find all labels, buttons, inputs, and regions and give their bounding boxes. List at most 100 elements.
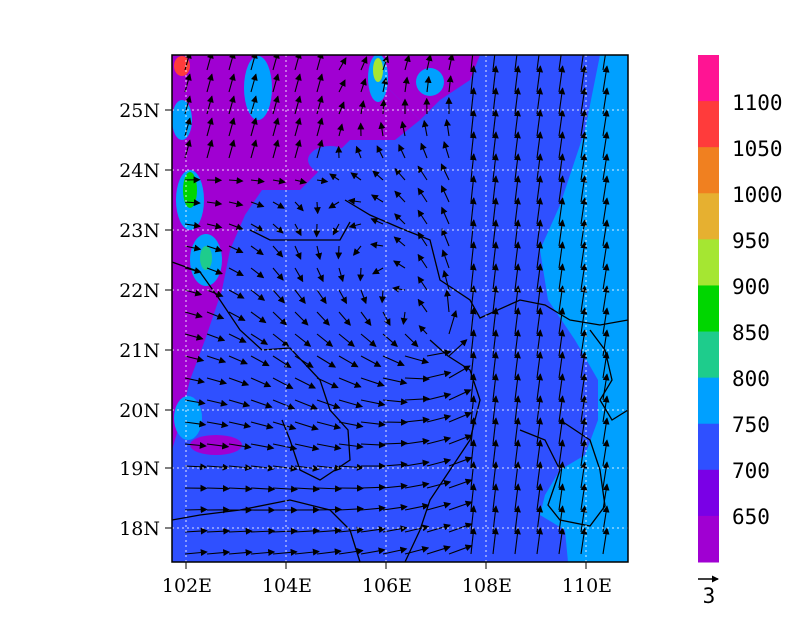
wind-vector (417, 209, 428, 225)
wind-vector (418, 325, 428, 335)
colorbar-swatch (698, 515, 719, 563)
wind-vector (228, 73, 236, 93)
wind-vector (206, 222, 223, 230)
wind-vector (206, 199, 223, 207)
wind-vector (347, 197, 362, 205)
wind-vector (228, 421, 252, 429)
wind-vector (360, 355, 382, 367)
colorbar-label: 1100 (732, 91, 783, 115)
wind-vector (382, 55, 390, 71)
wind-vector (360, 377, 385, 388)
wind-vector (250, 333, 269, 345)
wind-vector (338, 377, 362, 388)
wind-vector (402, 76, 410, 93)
colorbar-swatch (698, 423, 719, 471)
wind-vector (393, 260, 406, 269)
wind-vector (448, 310, 458, 335)
wind-vector (425, 55, 433, 71)
wind-vector (294, 464, 320, 472)
wind-vector (382, 311, 391, 326)
colorbar: 1100 1050 1000 950 900 850 800 750 700 6… (698, 55, 783, 563)
wind-vector (352, 245, 362, 256)
wind-vector (404, 375, 430, 383)
wind-vector (602, 527, 610, 555)
wind-vector (426, 392, 452, 401)
wind-vector (338, 442, 364, 450)
wind-vector (206, 139, 214, 159)
wind-vector (228, 527, 253, 535)
wind-vector (206, 399, 228, 407)
wind-vector (338, 505, 364, 513)
wind-vector (316, 311, 330, 326)
wind-vector (360, 504, 386, 512)
wind-vector (272, 139, 280, 159)
wind-vector (335, 245, 343, 260)
vector-reference-key: 3 (698, 575, 719, 608)
lat-tick-label: 25N (119, 100, 160, 122)
wind-vector (403, 55, 411, 71)
wind-vector (250, 485, 276, 493)
wind-vector (443, 289, 451, 313)
wind-vector (360, 311, 372, 327)
wind-vector (316, 267, 324, 283)
wind-vector (316, 377, 339, 389)
wind-vector (294, 95, 302, 115)
wind-vector (382, 503, 408, 511)
colorbar-swatches (698, 55, 719, 563)
wind-vector (206, 73, 214, 93)
wind-vector (469, 527, 477, 555)
wind-vector (206, 527, 231, 535)
wind-vector (272, 267, 284, 281)
wind-vector (184, 199, 201, 207)
wind-vector (250, 95, 258, 115)
wind-vector (313, 201, 321, 215)
wind-vector (316, 421, 342, 430)
wind-vector (338, 333, 355, 347)
wind-vector (337, 123, 344, 137)
colorbar-label: 1000 (732, 183, 783, 207)
wind-vector (272, 117, 280, 137)
wind-vector (338, 57, 347, 71)
wind-vector (206, 463, 230, 471)
wind-vector (426, 545, 451, 555)
wind-vector (338, 399, 364, 409)
colorbar-swatch (698, 193, 719, 240)
wind-vector (316, 95, 324, 115)
wind-vector (404, 395, 430, 403)
wind-vector (250, 177, 265, 185)
wind-vector (294, 311, 309, 326)
wind-vector (382, 398, 408, 406)
wind-vector (424, 75, 432, 93)
wind-vector (294, 139, 302, 159)
wind-vector (357, 267, 365, 282)
plot-frame (171, 54, 629, 563)
wind-vector (360, 333, 377, 347)
wind-vector (316, 506, 342, 514)
wind-vector (228, 200, 244, 208)
wind-vector (272, 289, 285, 304)
wind-vector (426, 480, 452, 489)
colorbar-swatch (698, 469, 719, 517)
wind-vector (184, 463, 208, 471)
wind-vector (316, 355, 337, 368)
wind-vector (426, 458, 452, 467)
wind-vector (294, 485, 320, 493)
wind-vector (316, 139, 324, 159)
wind-vector (316, 73, 324, 93)
wind-vector (206, 421, 229, 429)
wind-vector (184, 506, 208, 514)
wind-vector (294, 177, 308, 185)
wind-vector (444, 118, 451, 137)
wind-vector (250, 311, 267, 324)
wind-vector (250, 223, 264, 232)
latitude-axis: 25N 24N 23N 22N 21N 20N 19N 18N (119, 100, 172, 540)
wind-vector (448, 434, 473, 445)
wind-vector (250, 73, 258, 93)
wind-vector (417, 298, 428, 313)
wind-vector (294, 73, 302, 93)
wind-vector (370, 194, 384, 203)
wind-vectors (184, 55, 610, 557)
wind-vector (337, 267, 345, 283)
wind-vector (370, 241, 384, 249)
